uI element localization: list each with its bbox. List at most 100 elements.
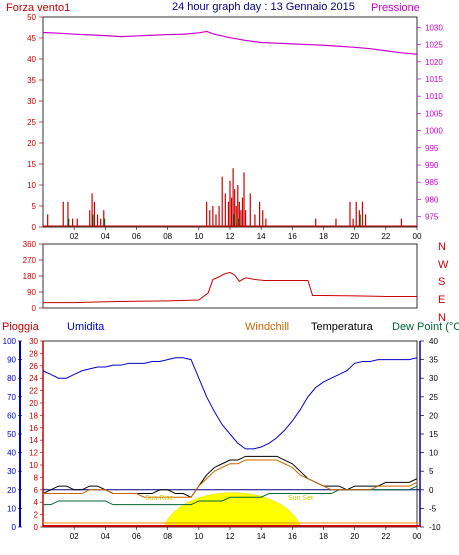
x-tick-label: 04 — [101, 532, 110, 541]
y-tick-label-rain: 0 — [34, 523, 39, 532]
y-tick-label-temp: 0 — [429, 486, 434, 495]
y-tick-label-right: 1020 — [425, 58, 443, 67]
y-tick-label-left: 40 — [27, 55, 36, 64]
sun-set-label: Sun Set — [288, 495, 313, 502]
x-tick-label: 02 — [70, 532, 79, 541]
compass-label: E — [438, 294, 445, 306]
y-tick-label-left: 0 — [32, 223, 37, 232]
y-tick-label-left: 50 — [27, 13, 36, 22]
y-tick-label-right: 1030 — [425, 23, 443, 32]
x-tick-label: 20 — [350, 232, 359, 241]
compass-label: W — [438, 259, 449, 271]
y-tick-label-humidity: 10 — [7, 504, 16, 513]
y-tick-label-right: 1015 — [425, 75, 443, 84]
chart-title: 24 hour graph day : 13 Gennaio 2015 — [172, 1, 355, 13]
y-tick-label-rain: 16 — [29, 424, 38, 433]
x-tick-label: 04 — [101, 232, 110, 241]
y-tick-label-humidity: 80 — [7, 374, 16, 383]
y-tick-label-left: 10 — [27, 181, 36, 190]
y-tick-label-rain: 12 — [29, 449, 38, 458]
compass-label: S — [438, 276, 445, 288]
y-tick-label-right: 1025 — [425, 41, 443, 50]
y-tick-label-left: 25 — [27, 118, 36, 127]
x-tick-label: 18 — [319, 532, 328, 541]
x-tick-label: 00 — [413, 232, 422, 241]
x-tick-label: 14 — [257, 532, 266, 541]
y-tick-label-left: 0 — [32, 304, 37, 313]
y-tick-label-humidity: 50 — [7, 430, 16, 439]
y-tick-label-temp: -5 — [429, 504, 437, 513]
y-tick-label-left: 90 — [27, 288, 36, 297]
x-tick-label: 02 — [70, 232, 79, 241]
x-tick-label: 10 — [194, 232, 203, 241]
x-tick-label: 22 — [381, 232, 390, 241]
x-tick-label: 16 — [288, 232, 297, 241]
y-tick-label-temp: 40 — [429, 337, 438, 346]
y-tick-label-rain: 18 — [29, 411, 38, 420]
y-tick-label-humidity: 100 — [3, 337, 17, 346]
y-tick-label-rain: 26 — [29, 362, 38, 371]
y-tick-label-rain: 2 — [34, 511, 39, 520]
y-tick-label-rain: 28 — [29, 349, 38, 358]
y-tick-label-right: 975 — [425, 213, 439, 222]
x-tick-label: 08 — [163, 232, 172, 241]
pressure-line — [42, 30, 418, 55]
x-tick-label: 16 — [288, 532, 297, 541]
y-tick-label-right: 985 — [425, 178, 439, 187]
y-tick-label-temp: 25 — [429, 393, 438, 402]
y-tick-label-left: 45 — [27, 34, 36, 43]
y-tick-label-right: 1005 — [425, 109, 443, 118]
x-tick-label: 14 — [257, 232, 266, 241]
windchill-legend: Windchill — [245, 321, 289, 333]
y-tick-label-left: 180 — [23, 272, 37, 281]
series-windchill — [43, 459, 418, 498]
y-tick-label-rain: 14 — [29, 436, 38, 445]
x-tick-label: 08 — [163, 532, 172, 541]
wind-pressure-panel: 0510152025303540455097598098599099510001… — [27, 13, 443, 241]
y-tick-label-humidity: 60 — [7, 411, 16, 420]
y-tick-label-left: 20 — [27, 139, 36, 148]
y-tick-label-rain: 10 — [29, 461, 38, 470]
compass-label: N — [438, 241, 446, 253]
x-tick-label: 22 — [381, 532, 390, 541]
y-tick-label-temp: -10 — [429, 523, 441, 532]
y-tick-label-temp: 5 — [429, 467, 434, 476]
x-tick-label: 10 — [194, 532, 203, 541]
y-tick-label-humidity: 0 — [12, 523, 17, 532]
y-tick-label-right: 1000 — [425, 127, 443, 136]
humidity-legend: Umidita — [67, 321, 105, 333]
y-tick-label-rain: 20 — [29, 399, 38, 408]
y-tick-label-temp: 20 — [429, 411, 438, 420]
y-tick-label-right: 995 — [425, 144, 439, 153]
x-tick-label: 18 — [319, 232, 328, 241]
y-tick-label-rain: 30 — [29, 337, 38, 346]
y-tick-label-rain: 8 — [34, 473, 39, 482]
y-tick-label-right: 1010 — [425, 92, 443, 101]
series-umidita — [42, 357, 418, 450]
humidity-temperature-panel: 0102030405060708090100024681012141618202… — [3, 337, 441, 541]
x-tick-label: 06 — [132, 532, 141, 541]
dewpoint-legend: Dew Point (°C — [392, 321, 459, 333]
temperature-legend: Temperatura — [311, 321, 374, 333]
y-tick-label-humidity: 70 — [7, 393, 16, 402]
x-tick-label: 12 — [226, 232, 235, 241]
y-tick-label-left: 360 — [23, 240, 37, 249]
x-tick-label: 00 — [413, 532, 422, 541]
wind-force-label: Forza vento1 — [6, 2, 70, 14]
y-tick-label-left: 35 — [27, 76, 36, 85]
x-tick-label: 20 — [350, 532, 359, 541]
y-tick-label-right: 990 — [425, 161, 439, 170]
y-tick-label-temp: 35 — [429, 356, 438, 365]
y-tick-label-humidity: 20 — [7, 486, 16, 495]
y-tick-label-left: 30 — [27, 97, 36, 106]
plot-frame — [42, 243, 418, 309]
y-tick-label-humidity: 90 — [7, 356, 16, 365]
y-tick-label-temp: 15 — [429, 430, 438, 439]
y-tick-label-left: 15 — [27, 160, 36, 169]
y-tick-label-temp: 30 — [429, 374, 438, 383]
x-tick-label: 12 — [226, 532, 235, 541]
y-tick-label-temp: 10 — [429, 449, 438, 458]
